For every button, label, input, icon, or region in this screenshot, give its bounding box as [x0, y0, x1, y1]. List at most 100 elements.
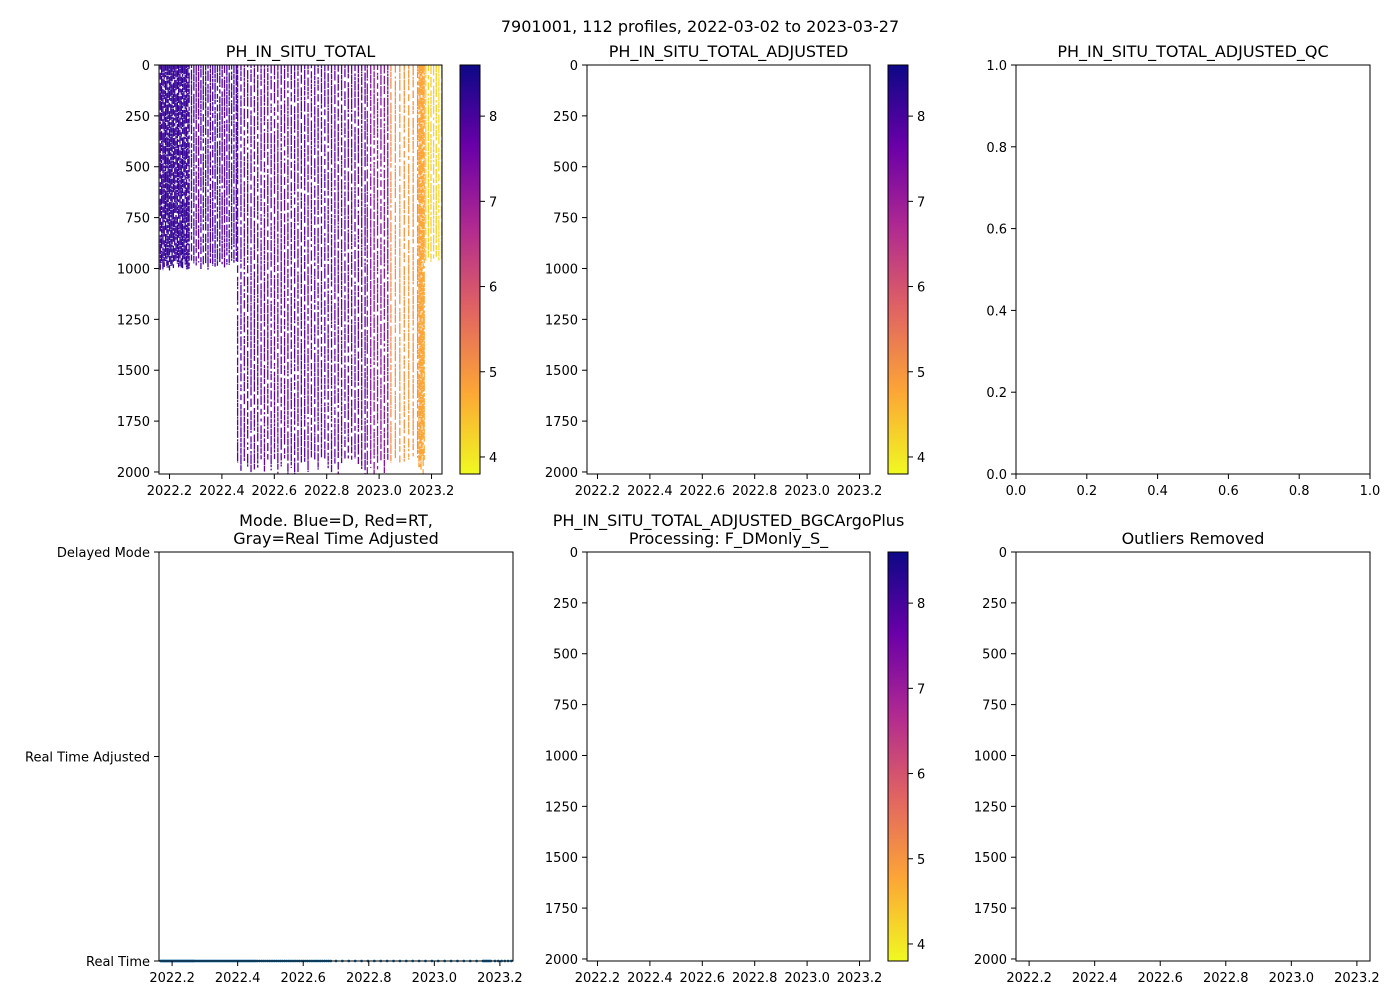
- panel-title: PH_IN_SITU_TOTAL_ADJUSTED_QC: [1057, 42, 1328, 62]
- colorbar-tick-label: 7: [917, 682, 925, 697]
- x-tick-label: 0.2: [1076, 484, 1097, 499]
- x-tick-label: 2022.4: [199, 484, 245, 499]
- axes-frame: [1015, 64, 1371, 475]
- x-tick-label: 2023.0: [412, 971, 458, 986]
- y-tick-label: 1500: [117, 364, 150, 379]
- x-tick-label: 2022.4: [627, 971, 673, 986]
- y-category-label: Real Time: [86, 955, 150, 970]
- x-tick-label: 2022.8: [304, 484, 350, 499]
- x-tick-label: 2022.6: [680, 971, 726, 986]
- panel-title: PH_IN_SITU_TOTAL_ADJUSTED_BGCArgoPlus: [553, 511, 905, 531]
- y-tick-label: 1500: [974, 851, 1007, 866]
- colorbar-tick-label: 5: [917, 366, 925, 381]
- y-tick-label: 1250: [974, 800, 1007, 815]
- x-tick-label: 2023.0: [784, 484, 830, 499]
- y-tick-label: 1.0: [986, 59, 1007, 74]
- x-tick-label: 2022.2: [1006, 971, 1052, 986]
- x-tick-label: 2022.2: [149, 971, 195, 986]
- y-tick-label: 250: [553, 110, 578, 125]
- y-tick-label: 750: [553, 699, 578, 714]
- x-tick-label: 2023.2: [837, 484, 883, 499]
- colorbar-tick-label: 7: [917, 195, 925, 210]
- colorbar: [459, 64, 481, 475]
- colorbar-tick-label: 5: [489, 366, 497, 381]
- x-tick-label: 2023.0: [1269, 971, 1315, 986]
- y-tick-label: 250: [125, 110, 150, 125]
- y-tick-label: 1750: [545, 415, 578, 430]
- x-tick-label: 2023.0: [356, 484, 402, 499]
- panels: PH_IN_SITU_TOTAL 2022.2 2022.4 2022.6 2022.8…: [25, 42, 1380, 986]
- y-tick-label: 1500: [545, 851, 578, 866]
- x-tick-label: 2022.2: [147, 484, 193, 499]
- y-tick-label: 500: [553, 648, 578, 663]
- x-tick-label: 2023.2: [477, 971, 523, 986]
- x-tick-label: 0.0: [1006, 484, 1027, 499]
- colorbar-tick-label: 6: [489, 281, 497, 296]
- colorbar-tick-label: 7: [489, 195, 497, 210]
- panel-title: PH_IN_SITU_TOTAL: [226, 42, 376, 62]
- y-tick-label: 1250: [117, 313, 150, 328]
- y-tick-label: 0.2: [986, 386, 1007, 401]
- x-tick-label: 2022.2: [575, 484, 621, 499]
- x-tick-label: 2022.4: [627, 484, 673, 499]
- colorbar-tick-label: 4: [489, 451, 497, 466]
- profile-columns: [159, 65, 442, 474]
- y-category-label: Real Time Adjusted: [25, 751, 150, 766]
- x-tick-label: 2022.4: [1072, 971, 1118, 986]
- colorbar-tick-label: 8: [489, 110, 497, 125]
- x-tick-label: 2023.2: [837, 971, 883, 986]
- y-tick-label: 0: [999, 546, 1007, 561]
- y-tick-label: 0.8: [986, 141, 1007, 156]
- panel-title-line2: Processing: F_DMonly_S_: [629, 529, 829, 549]
- y-tick-label: 1250: [545, 800, 578, 815]
- colorbar: [887, 551, 909, 962]
- colorbar-tick-label: 8: [917, 597, 925, 612]
- x-tick-label: 2022.6: [252, 484, 298, 499]
- y-tick-label: 250: [982, 597, 1007, 612]
- colorbar: [887, 64, 909, 475]
- x-tick-label: 2022.8: [346, 971, 392, 986]
- colorbar-tick-label: 4: [917, 938, 925, 953]
- y-tick-label: 2000: [974, 953, 1007, 968]
- panel-title: PH_IN_SITU_TOTAL_ADJUSTED: [609, 42, 849, 62]
- y-tick-label: 1000: [545, 262, 578, 277]
- x-tick-label: 2023.0: [784, 971, 830, 986]
- y-tick-label: 1750: [974, 902, 1007, 917]
- x-tick-label: 2022.2: [575, 971, 621, 986]
- x-tick-label: 2022.6: [280, 971, 326, 986]
- axes-frame: [158, 64, 443, 475]
- y-tick-label: 0.0: [986, 468, 1007, 483]
- y-tick-label: 1000: [545, 749, 578, 764]
- x-tick-label: 0.4: [1147, 484, 1168, 499]
- x-tick-label: 2022.8: [1203, 971, 1249, 986]
- x-tick-label: 0.6: [1218, 484, 1239, 499]
- y-tick-label: 500: [982, 648, 1007, 663]
- axes-frame: [158, 551, 514, 962]
- figure-suptitle: 7901001, 112 profiles, 2022-03-02 to 202…: [501, 17, 899, 36]
- y-tick-label: 2000: [117, 466, 150, 481]
- x-tick-label: 2023.2: [1334, 971, 1380, 986]
- x-tick-label: 2022.4: [215, 971, 261, 986]
- axes-frame: [586, 551, 871, 962]
- x-tick-label: 2022.8: [732, 971, 778, 986]
- colorbar-tick-label: 8: [917, 110, 925, 125]
- y-tick-label: 2000: [545, 466, 578, 481]
- colorbar-tick-label: 6: [917, 281, 925, 296]
- y-tick-label: 1750: [545, 902, 578, 917]
- y-tick-label: 1000: [117, 262, 150, 277]
- x-tick-label: 2023.2: [409, 484, 455, 499]
- colorbar-tick-label: 5: [917, 853, 925, 868]
- y-tick-label: 0.6: [986, 223, 1007, 238]
- y-tick-label: 0: [570, 546, 578, 561]
- x-tick-label: 0.8: [1289, 484, 1310, 499]
- x-tick-label: 2022.6: [680, 484, 726, 499]
- panel-title: Mode. Blue=D, Red=RT,: [239, 511, 433, 530]
- y-tick-label: 2000: [545, 953, 578, 968]
- y-tick-label: 1000: [974, 749, 1007, 764]
- y-tick-label: 1750: [117, 415, 150, 430]
- x-tick-label: 2022.6: [1137, 971, 1183, 986]
- axes-frame: [1015, 551, 1371, 962]
- y-tick-label: 1250: [545, 313, 578, 328]
- colorbar-tick-label: 6: [917, 768, 925, 783]
